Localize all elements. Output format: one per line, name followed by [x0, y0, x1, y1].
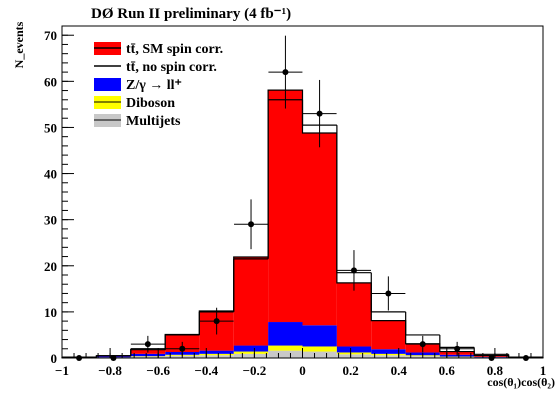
- x-tick-label: 1: [540, 363, 547, 378]
- y-tick-label: 20: [44, 259, 57, 274]
- x-tick-label: −0.4: [194, 363, 218, 378]
- legend-item: Multijets: [94, 114, 181, 129]
- legend-item: tt̄, no spin corr.: [94, 60, 217, 75]
- data-point: [316, 110, 323, 117]
- data-point: [248, 221, 255, 228]
- legend-label: tt̄, no spin corr.: [126, 60, 217, 75]
- y-tick-label: 70: [44, 28, 57, 43]
- y-tick-label: 10: [44, 305, 57, 320]
- y-tick-label: 0: [51, 351, 58, 366]
- x-tick-label: −0.8: [98, 363, 122, 378]
- bar-3-7: [302, 132, 337, 326]
- y-tick-label: 30: [44, 213, 57, 228]
- bar-0-8: [336, 354, 372, 358]
- data-point: [213, 318, 220, 325]
- bar-2-5: [233, 345, 269, 352]
- bar-1-5: [233, 351, 269, 354]
- legend-label: Z/γ → ll⁺: [126, 78, 182, 93]
- chart-title: DØ Run II preliminary (4 fb⁻¹): [91, 6, 291, 22]
- y-tick-label: 50: [44, 120, 57, 135]
- data-point: [144, 341, 151, 348]
- bar-0-5: [233, 353, 269, 358]
- legend-item: tt̄, SM spin corr.: [94, 42, 223, 57]
- bar-0-9: [371, 355, 406, 358]
- bar-2-2: [130, 353, 166, 357]
- x-tick-label: 0.8: [487, 363, 504, 378]
- x-tick-label: −0.6: [146, 363, 170, 378]
- bar-0-4: [199, 355, 234, 358]
- legend-item: Diboson: [94, 96, 175, 111]
- x-axis-label: cos(θ₁)cos(θ₂): [487, 375, 555, 389]
- bar-3-9: [371, 320, 406, 350]
- x-tick-label: −0.2: [243, 363, 267, 378]
- x-tick-label: −1: [55, 363, 69, 378]
- y-tick-label: 40: [44, 167, 57, 182]
- bar-1-4: [199, 353, 234, 356]
- x-tick-label: 0.6: [439, 363, 456, 378]
- data-point: [454, 345, 461, 352]
- bar-1-7: [302, 346, 337, 352]
- x-tick-label: 0.2: [342, 363, 358, 378]
- bar-2-8: [336, 346, 372, 353]
- bar-1-6: [268, 345, 303, 351]
- legend-swatch: [94, 78, 121, 91]
- legend: tt̄, SM spin corr. tt̄, no spin corr. Z/γ …: [94, 42, 223, 129]
- bar-3-6: [268, 90, 303, 323]
- ticks-layer: −1 −0.8 −0.6 −0.4 −0.2 0 0.2 0.4 0.6 0.8 101020304…: [44, 25, 547, 378]
- legend-label: tt̄, SM spin corr.: [126, 42, 223, 57]
- no-spin-outline-layer: [62, 99, 543, 358]
- y-axis-label: N_events: [12, 21, 26, 68]
- legend-label: Multijets: [126, 114, 181, 129]
- bar-2-9: [371, 349, 406, 354]
- bar-3-5: [233, 257, 269, 346]
- legend-label: Diboson: [126, 96, 175, 111]
- data-point: [419, 341, 426, 348]
- bar-0-7: [302, 351, 337, 358]
- bar-1-8: [336, 352, 372, 355]
- bar-0-2: [130, 356, 166, 358]
- x-tick-label: 0.4: [391, 363, 408, 378]
- y-tick-label: 60: [44, 74, 57, 89]
- data-point: [179, 345, 186, 352]
- data-point: [282, 69, 289, 76]
- bar-1-9: [371, 353, 406, 356]
- bar-2-4: [199, 350, 234, 354]
- data-point: [350, 267, 357, 274]
- bar-3-8: [336, 282, 372, 347]
- data-point: [385, 290, 392, 297]
- legend-item: Z/γ → ll⁺: [94, 78, 182, 93]
- bar-0-6: [268, 350, 303, 358]
- bar-2-7: [302, 325, 337, 347]
- x-tick-label: 0: [299, 363, 306, 378]
- bar-2-6: [268, 322, 303, 346]
